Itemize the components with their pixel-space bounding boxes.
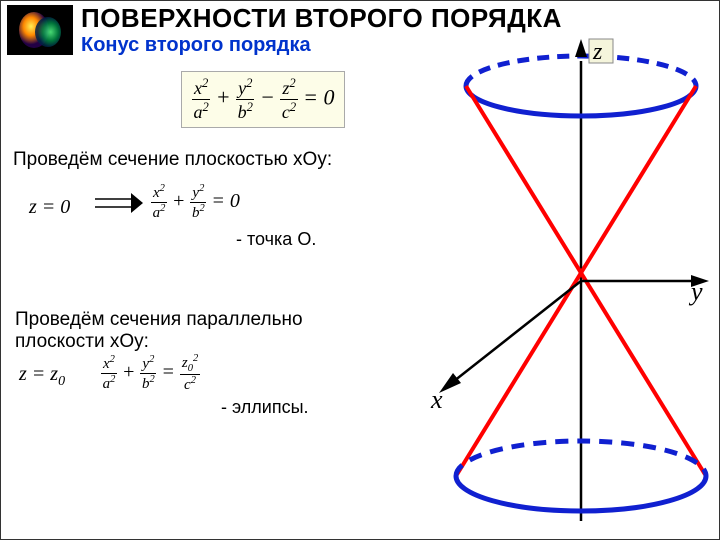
eq-z-zero: z = 0 [29, 196, 70, 219]
eq-z-z0: z = z0 [19, 363, 65, 390]
thumbnail-image [7, 5, 73, 55]
axis-label-z: z [593, 39, 602, 66]
section-text-1: Проведём сечение плоскостью xOy: [13, 149, 332, 171]
eq-z-z0-sub: 0 [58, 374, 65, 389]
section-text-2: Проведём сечения параллельно плоскости x… [15, 309, 395, 353]
main-eq-rhs: = 0 [303, 85, 334, 110]
eq-z-z0-lhs: z = z [19, 363, 58, 385]
result-point-o: - точка O. [236, 229, 316, 250]
axis-label-y: y [691, 277, 703, 307]
main-equation: x2a2 + y2b2 − z2c2 = 0 [181, 71, 345, 128]
cone-diagram: z y x [371, 31, 711, 531]
axis-label-x: x [431, 385, 443, 415]
result-ellipses: - эллипсы. [221, 397, 309, 418]
page-title: ПОВЕРХНОСТИ ВТОРОГО ПОРЯДКА [81, 5, 562, 32]
arrow-1 [93, 189, 143, 225]
slide: ПОВЕРХНОСТИ ВТОРОГО ПОРЯДКА Конус второг… [0, 0, 720, 540]
eq-parallel: x2a2 + y2b2 = z02c2 [101, 353, 200, 394]
eq-xoy-plane: x2a2 + y2b2 = 0 [151, 183, 240, 222]
eq-xoy-rhs: = 0 [211, 190, 240, 212]
